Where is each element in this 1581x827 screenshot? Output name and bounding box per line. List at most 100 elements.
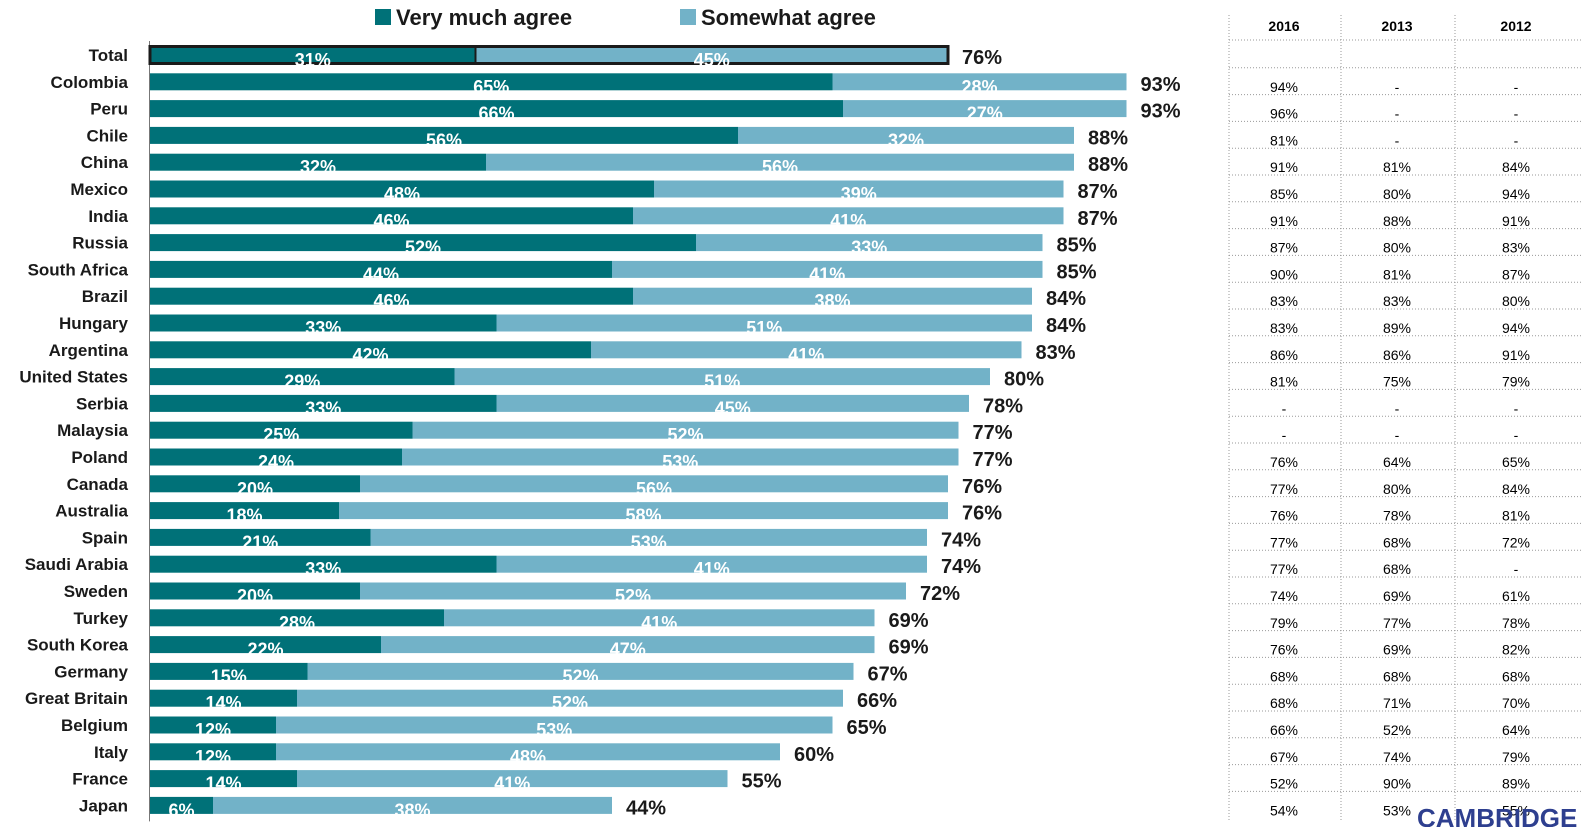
bar-somewhat-agree <box>633 207 1064 225</box>
table-cell: - <box>1514 106 1519 122</box>
data-label-somewhat: 53% <box>536 720 572 740</box>
bar-very-much-agree <box>150 448 402 466</box>
data-label-total: 76% <box>962 47 1002 69</box>
bar-very-much-agree <box>150 314 497 332</box>
table-cell: - <box>1395 132 1400 148</box>
data-label-somewhat: 47% <box>610 640 646 660</box>
category-label: Japan <box>79 796 128 815</box>
bar-somewhat-agree <box>696 234 1043 252</box>
data-label-very-much: 33% <box>305 398 341 418</box>
table-cell: 68% <box>1383 534 1411 550</box>
table-cell: 86% <box>1383 347 1411 363</box>
data-label-somewhat: 45% <box>694 50 730 70</box>
data-label-somewhat: 45% <box>715 398 751 418</box>
watermark-logo-text: CAMBRIDGE <box>1417 803 1577 827</box>
table-cell: 75% <box>1383 374 1411 390</box>
table-cell: 96% <box>1270 106 1298 122</box>
data-label-total: 69% <box>889 637 929 659</box>
table-cell: 77% <box>1270 481 1298 497</box>
chart-legend: Very much agree Somewhat agree <box>375 5 876 30</box>
bar-somewhat-agree <box>360 582 906 600</box>
data-label-total: 77% <box>973 422 1013 444</box>
table-cell: 91% <box>1502 347 1530 363</box>
data-label-total: 65% <box>847 717 887 739</box>
data-label-total: 44% <box>626 797 666 819</box>
table-cell: 69% <box>1383 642 1411 658</box>
category-label: United States <box>19 368 128 387</box>
bar-very-much-agree <box>150 234 696 252</box>
category-label: South Africa <box>28 260 129 279</box>
table-cell: - <box>1514 132 1519 148</box>
table-cell: 88% <box>1383 213 1411 229</box>
category-label: Great Britain <box>25 689 128 708</box>
category-label: Sweden <box>64 582 128 601</box>
table-cell: 72% <box>1502 534 1530 550</box>
table-cell: 91% <box>1270 159 1298 175</box>
data-label-very-much: 52% <box>405 238 441 258</box>
data-label-total: 77% <box>973 449 1013 471</box>
data-label-total: 76% <box>962 503 1002 525</box>
table-cell: - <box>1395 79 1400 95</box>
data-label-somewhat: 41% <box>641 613 677 633</box>
data-label-total: 85% <box>1057 261 1097 283</box>
bar-somewhat-agree <box>402 448 959 466</box>
table-header: 2013 <box>1381 18 1412 34</box>
data-label-very-much: 28% <box>279 613 315 633</box>
bar-somewhat-agree <box>496 555 927 573</box>
data-label-very-much: 24% <box>258 452 294 472</box>
table-cell: 78% <box>1502 615 1530 631</box>
data-label-very-much: 44% <box>363 264 399 284</box>
bar-very-much-agree <box>150 528 371 546</box>
table-cell: 68% <box>1270 695 1298 711</box>
data-label-total: 60% <box>794 744 834 766</box>
data-label-total: 74% <box>941 556 981 578</box>
table-cell: - <box>1395 427 1400 443</box>
data-label-very-much: 15% <box>211 666 247 686</box>
table-cell: 82% <box>1502 642 1530 658</box>
data-label-very-much: 32% <box>300 157 336 177</box>
bar-very-much-agree <box>150 153 486 171</box>
category-label: Belgium <box>61 716 128 735</box>
table-cell: 52% <box>1270 776 1298 792</box>
data-label-very-much: 12% <box>195 720 231 740</box>
bar-very-much-agree <box>150 207 633 225</box>
category-label: Saudi Arabia <box>25 555 129 574</box>
table-cell: 81% <box>1502 508 1530 524</box>
data-label-somewhat: 41% <box>830 211 866 231</box>
table-cell: 83% <box>1502 240 1530 256</box>
bar-somewhat-agree <box>213 796 612 814</box>
data-label-very-much: 42% <box>352 345 388 365</box>
table-cell: 70% <box>1502 695 1530 711</box>
category-label: South Korea <box>27 636 129 655</box>
legend-label: Somewhat agree <box>701 5 876 30</box>
category-label: Brazil <box>82 287 128 306</box>
category-label: Italy <box>94 743 129 762</box>
data-label-somewhat: 52% <box>562 666 598 686</box>
table-cell: 61% <box>1502 588 1530 604</box>
bar-very-much-agree <box>150 636 381 654</box>
table-cell: 90% <box>1383 776 1411 792</box>
bar-somewhat-agree <box>339 502 948 520</box>
table-cell: 79% <box>1270 615 1298 631</box>
data-label-somewhat: 41% <box>694 559 730 579</box>
table-cell: 84% <box>1502 481 1530 497</box>
table-cell: - <box>1514 79 1519 95</box>
data-label-very-much: 48% <box>384 184 420 204</box>
bar-somewhat-agree <box>832 73 1127 91</box>
table-cell: 79% <box>1502 374 1530 390</box>
bar-somewhat-agree <box>496 314 1032 332</box>
table-cell: 77% <box>1270 561 1298 577</box>
data-label-total: 87% <box>1078 181 1118 203</box>
table-cell: 64% <box>1502 722 1530 738</box>
table-cell: 68% <box>1270 668 1298 684</box>
bar-somewhat-agree <box>412 421 959 439</box>
bar-very-much-agree <box>150 743 276 761</box>
data-label-very-much: 21% <box>242 532 278 552</box>
bar-very-much-agree <box>150 73 833 91</box>
history-table: 2016 2013 2012 94% - - 96% - - 81% - - 91% 81% 84% 85% 8… <box>1228 15 1581 822</box>
data-label-very-much: 20% <box>237 586 273 606</box>
table-cell: 69% <box>1383 588 1411 604</box>
table-cell: 85% <box>1270 186 1298 202</box>
category-label: Total <box>89 46 128 65</box>
